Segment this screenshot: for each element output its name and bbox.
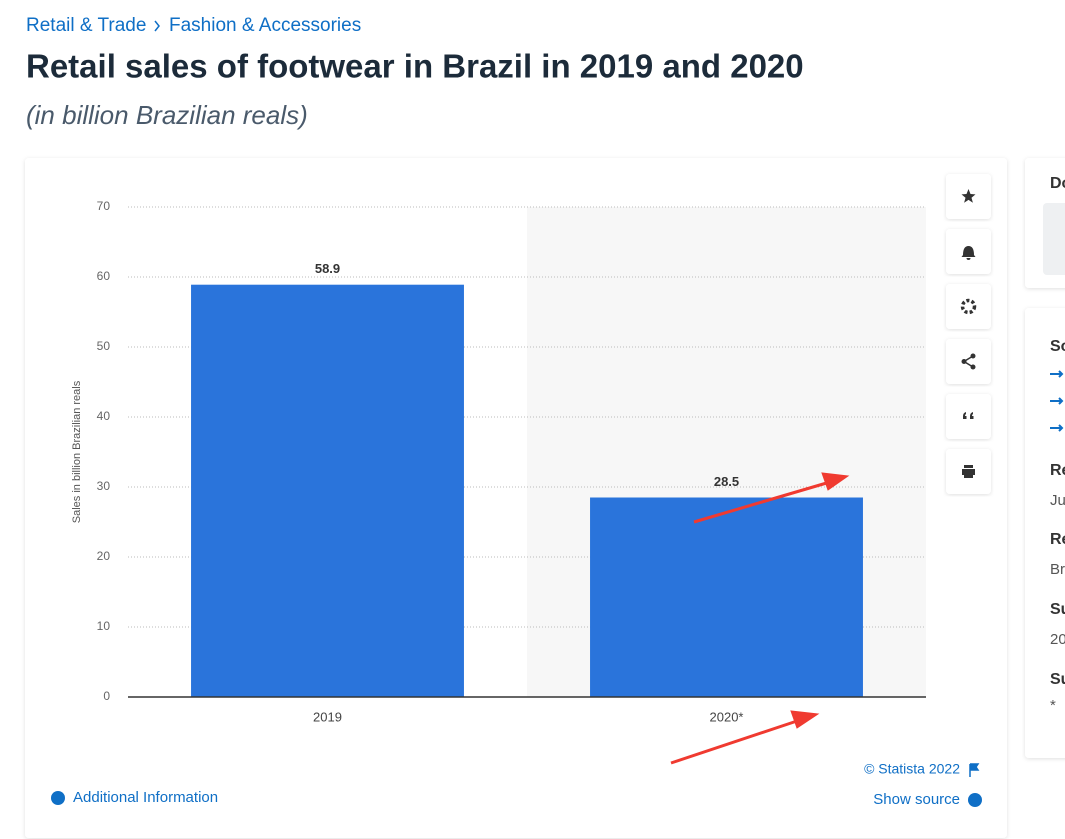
flag-icon [969, 763, 980, 777]
additional-info-link[interactable]: Additional Information [73, 789, 218, 806]
breadcrumb-link[interactable]: Retail & Trade [26, 15, 146, 36]
bar [590, 497, 863, 697]
sidebar-box [1043, 203, 1065, 275]
y-tick-label: 60 [97, 269, 111, 283]
sidebar-text: Ju [1050, 492, 1065, 509]
x-tick-label: 2019 [313, 709, 342, 724]
sidebar-card [1025, 308, 1065, 758]
toolbar-icons [960, 189, 977, 478]
sidebar-heading: Su [1050, 601, 1065, 618]
y-tick-label: 30 [97, 479, 111, 493]
annotation-arrows [670, 472, 850, 765]
bar [191, 284, 464, 697]
bell-icon [961, 246, 976, 260]
toolbar [946, 174, 991, 494]
sidebar-heading: Do [1050, 175, 1065, 192]
star-icon [961, 189, 976, 203]
quote-icon [963, 412, 974, 419]
sidebar-text: 20 [1050, 631, 1065, 648]
info-icon [51, 791, 65, 805]
page-subtitle: (in billion Brazilian reals) [26, 100, 308, 130]
x-tick-label: 2020* [710, 709, 744, 724]
cite-button[interactable] [946, 394, 991, 439]
source-links [1050, 370, 1064, 432]
value-label: 28.5 [714, 474, 739, 489]
breadcrumb-separator [154, 20, 160, 32]
page-title: Retail sales of footwear in Brazil in 20… [26, 48, 804, 85]
show-source-link[interactable]: Show source [873, 791, 960, 808]
y-axis-label: Sales in billion Brazilian reals [71, 380, 83, 523]
breadcrumb-link[interactable]: Fashion & Accessories [169, 15, 361, 36]
y-tick-label: 70 [97, 199, 111, 213]
y-tick-label: 40 [97, 409, 111, 423]
info-icon [968, 793, 982, 807]
share-button[interactable] [946, 339, 991, 384]
value-label: 58.9 [315, 261, 340, 276]
y-tick-label: 10 [97, 619, 111, 633]
settings-button[interactable] [946, 284, 991, 329]
sidebar-sections: So Re Ju Re Br Su 20 Su * [1050, 338, 1065, 714]
plot: 0 10 20 30 40 50 60 70 2019 58.9 2020* 28.5 [97, 199, 926, 724]
copyright[interactable]: © Statista 2022 [864, 761, 960, 777]
share-icon [961, 353, 976, 370]
sidebar-heading: So [1050, 338, 1065, 355]
y-tick-label: 0 [103, 689, 110, 703]
sidebar-heading: Re [1050, 462, 1065, 479]
sidebar-heading: Re [1050, 531, 1065, 548]
sidebar-heading: Su [1050, 671, 1065, 688]
y-tick-label: 20 [97, 549, 111, 563]
y-tick-label: 50 [97, 339, 111, 353]
gear-icon [960, 298, 977, 315]
sidebar-text: Br [1050, 561, 1065, 578]
sidebar-text: * [1050, 697, 1056, 714]
print-icon [962, 465, 975, 478]
